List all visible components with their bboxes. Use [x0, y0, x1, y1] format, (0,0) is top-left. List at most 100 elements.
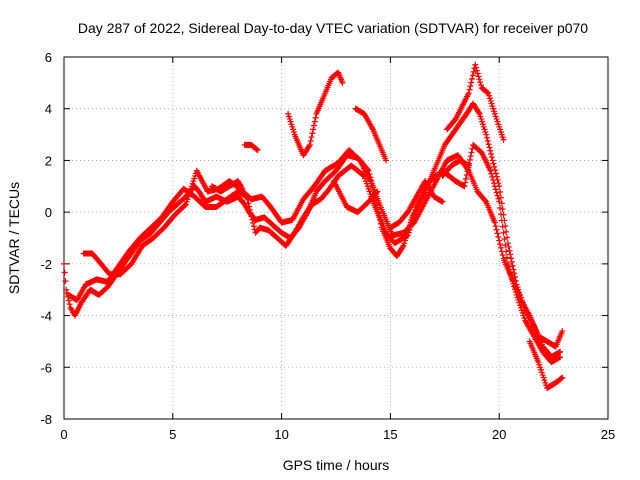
- data-point-marker: [499, 206, 506, 213]
- data-point-marker: [498, 248, 505, 255]
- data-point-marker: [497, 211, 504, 218]
- y-tick-label: 6: [45, 50, 52, 65]
- data-point-marker: [61, 260, 67, 267]
- data-point-marker: [491, 183, 498, 190]
- trace-g: [330, 178, 381, 216]
- data-point-marker: [497, 194, 504, 201]
- data-point-marker: [465, 90, 472, 97]
- data-point-marker: [66, 301, 73, 308]
- data-point-marker: [473, 67, 480, 74]
- data-point-marker: [483, 134, 490, 141]
- data-point-marker: [501, 236, 508, 243]
- data-point-marker: [495, 195, 502, 202]
- y-axis-label: SDTVAR / TECUs: [6, 182, 22, 294]
- data-point-marker: [496, 198, 503, 205]
- data-point-marker: [557, 348, 564, 355]
- data-point-marker: [310, 122, 317, 129]
- data-point-marker: [490, 177, 497, 184]
- data-point-marker: [500, 229, 507, 236]
- data-point-marker: [245, 200, 252, 207]
- data-point-marker: [490, 160, 497, 167]
- data-point-marker: [488, 150, 495, 157]
- data-point-marker: [467, 83, 474, 90]
- data-point-marker: [246, 206, 253, 213]
- data-point-marker: [492, 223, 499, 230]
- data-point-marker: [492, 167, 499, 174]
- data-point-marker: [499, 252, 506, 259]
- data-point-marker: [500, 136, 507, 143]
- data-point-marker: [404, 232, 411, 239]
- data-point-marker: [374, 188, 381, 195]
- data-point-marker: [475, 109, 482, 116]
- y-tick-label: -4: [40, 309, 52, 324]
- data-point-marker: [558, 375, 565, 382]
- trace-c: [80, 147, 566, 350]
- data-point-marker: [499, 223, 506, 230]
- data-point-marker: [489, 173, 496, 180]
- data-point-marker: [484, 89, 491, 96]
- x-tick-label: 15: [383, 427, 397, 442]
- data-point-marker: [557, 353, 564, 360]
- trace-l: [387, 178, 446, 231]
- data-point-marker: [485, 141, 492, 148]
- data-point-marker: [439, 198, 446, 205]
- data-point-marker: [505, 243, 512, 250]
- data-point-marker: [491, 219, 498, 226]
- data-point-marker: [239, 185, 246, 192]
- data-point-marker: [476, 76, 483, 83]
- trace-f: [241, 141, 261, 154]
- y-tick-label: 2: [45, 153, 52, 168]
- y-tick-label: -2: [40, 257, 52, 272]
- data-point-marker: [486, 144, 493, 151]
- data-point-marker: [497, 241, 504, 248]
- data-point-marker: [468, 149, 475, 156]
- data-point-marker: [248, 213, 255, 220]
- data-point-marker: [474, 70, 481, 77]
- data-point-marker: [469, 75, 475, 82]
- data-point-marker: [508, 258, 515, 265]
- data-point-marker: [472, 61, 479, 68]
- data-point-marker: [484, 138, 491, 145]
- data-point-marker: [62, 278, 69, 285]
- data-point-marker: [307, 138, 314, 145]
- data-point-marker: [488, 170, 495, 177]
- y-tick-label: 4: [45, 102, 52, 117]
- data-point-marker: [492, 186, 499, 193]
- data-point-marker: [247, 210, 254, 217]
- data-point-marker: [466, 156, 473, 163]
- data-point-marker: [462, 179, 469, 186]
- data-point-marker: [477, 79, 484, 86]
- data-point-marker: [312, 114, 319, 121]
- data-point-marker: [308, 134, 315, 141]
- trace-j: [439, 157, 472, 179]
- data-point-marker: [462, 175, 469, 182]
- data-point-marker: [493, 189, 500, 196]
- data-point-marker: [373, 189, 380, 196]
- data-point-marker: [559, 328, 566, 335]
- y-tick-label: 0: [45, 205, 52, 220]
- x-tick-label: 20: [492, 427, 506, 442]
- data-point-marker: [487, 167, 494, 174]
- data-point-marker: [65, 297, 72, 304]
- data-point-marker: [466, 86, 473, 93]
- x-tick-label: 10: [274, 427, 288, 442]
- trace-i: [526, 338, 566, 391]
- data-point-marker: [465, 162, 472, 169]
- data-point-marker: [470, 68, 477, 75]
- data-point-marker: [246, 203, 253, 210]
- data-point-marker: [383, 157, 390, 164]
- data-point-marker: [461, 183, 468, 190]
- data-point-marker: [475, 73, 482, 80]
- data-point-marker: [504, 254, 511, 261]
- data-point-marker: [494, 230, 501, 237]
- data-point-marker: [496, 237, 503, 244]
- data-point-marker: [493, 226, 500, 233]
- data-point-marker: [254, 147, 261, 154]
- data-point-marker: [489, 157, 496, 164]
- trace-h: [443, 61, 507, 143]
- data-point-marker: [412, 206, 419, 213]
- data-point-marker: [467, 153, 474, 160]
- data-point-marker: [249, 216, 256, 223]
- data-point-marker: [494, 192, 501, 199]
- y-tick-label: -8: [40, 412, 52, 427]
